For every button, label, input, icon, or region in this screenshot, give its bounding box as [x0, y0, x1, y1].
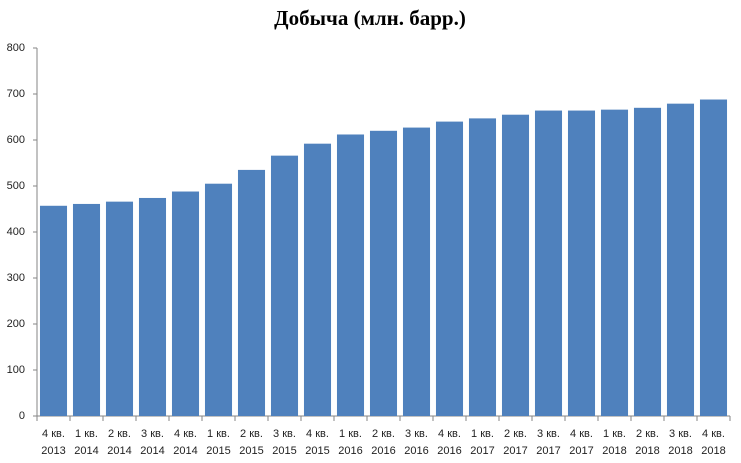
x-tick-label-line: 2013 [41, 445, 65, 457]
x-tick-label-line: 2018 [635, 445, 659, 457]
bar [303, 143, 332, 416]
x-tick-label-line: 2014 [140, 445, 164, 457]
x-tick-label-line: 2 кв. [108, 428, 131, 440]
x-tick-label-line: 2015 [272, 445, 296, 457]
x-tick-label-line: 2018 [602, 445, 626, 457]
x-tick-label: 3 кв. 2018 [668, 428, 692, 457]
x-tick-label-line: 2016 [404, 445, 428, 457]
x-tick-label-line: 2 кв. [636, 428, 659, 440]
bar [534, 110, 563, 416]
x-tick-label-line: 3 кв. [537, 428, 560, 440]
x-tick-label-line: 2017 [536, 445, 560, 457]
bar [336, 134, 365, 417]
x-tick-label-line: 2018 [668, 445, 692, 457]
y-tick-label: 100 [7, 364, 25, 376]
x-tick-label-line: 2014 [173, 445, 197, 457]
x-tick-label: 4 кв. 2014 [173, 428, 197, 457]
x-tick-label: 1 кв. 2016 [338, 428, 362, 457]
x-tick-label: 2 кв. 2014 [107, 428, 131, 457]
y-tick-label: 700 [7, 88, 25, 100]
bar [105, 201, 134, 416]
x-tick-label-line: 1 кв. [603, 428, 626, 440]
bar [633, 107, 662, 417]
x-tick-label-line: 1 кв. [207, 428, 230, 440]
x-tick-label-line: 4 кв. [306, 428, 329, 440]
x-tick-label: 2 кв. 2016 [371, 428, 395, 457]
bar [204, 183, 233, 416]
bar [369, 130, 398, 417]
x-tick-label: 1 кв. 2018 [602, 428, 626, 457]
x-tick-label-line: 2018 [701, 445, 725, 457]
x-tick-label-line: 4 кв. [42, 428, 65, 440]
x-tick-label: 3 кв. 2014 [140, 428, 164, 457]
x-tick-label: 1 кв. 2017 [470, 428, 494, 457]
x-tick-label-line: 2015 [305, 445, 329, 457]
bar [402, 127, 431, 416]
x-tick-label-line: 2014 [107, 445, 131, 457]
x-tick-label-line: 2016 [371, 445, 395, 457]
x-tick-label-line: 2016 [437, 445, 461, 457]
x-tick-label-line: 4 кв. [438, 428, 461, 440]
y-tick-label: 300 [7, 272, 25, 284]
x-tick-label-line: 2017 [470, 445, 494, 457]
x-tick-label: 3 кв. 2017 [536, 428, 560, 457]
x-tick-label-line: 2015 [206, 445, 230, 457]
x-tick-label: 4 кв. 2018 [701, 428, 725, 457]
x-tick-label-line: 3 кв. [405, 428, 428, 440]
y-tick-label: 800 [7, 42, 25, 54]
y-tick-label: 200 [7, 318, 25, 330]
x-tick-label-line: 1 кв. [339, 428, 362, 440]
x-tick-label-line: 3 кв. [273, 428, 296, 440]
x-tick-label: 3 кв. 2015 [272, 428, 296, 457]
x-tick-label-line: 2017 [569, 445, 593, 457]
x-tick-label: 2 кв. 2018 [635, 428, 659, 457]
x-tick-label: 4 кв. 2016 [437, 428, 461, 457]
x-tick-label: 2 кв. 2017 [503, 428, 527, 457]
bar [72, 203, 101, 416]
x-tick-label-line: 4 кв. [702, 428, 725, 440]
x-tick-label-line: 4 кв. [570, 428, 593, 440]
y-tick-label: 600 [7, 134, 25, 146]
x-tick-label: 4 кв. 2015 [305, 428, 329, 457]
bar [666, 103, 695, 416]
bar [138, 197, 167, 416]
x-tick-label-line: 2015 [239, 445, 263, 457]
y-tick-label: 400 [7, 226, 25, 238]
x-tick-label-line: 1 кв. [75, 428, 98, 440]
bar [171, 191, 200, 416]
x-tick-label-line: 2014 [74, 445, 98, 457]
x-tick-label-line: 4 кв. [174, 428, 197, 440]
bar [270, 155, 299, 416]
x-tick-label: 2 кв. 2015 [239, 428, 263, 457]
y-tick-label: 500 [7, 180, 25, 192]
bar [435, 121, 464, 416]
chart-title: Добыча (млн. барр.) [274, 6, 466, 30]
x-tick-label-line: 1 кв. [471, 428, 494, 440]
bar [501, 114, 530, 416]
bar [699, 99, 728, 417]
x-tick-label-line: 2 кв. [372, 428, 395, 440]
x-tick-label-line: 3 кв. [141, 428, 164, 440]
y-tick-label: 0 [19, 410, 25, 422]
x-tick-label: 1 кв. 2014 [74, 428, 98, 457]
bar [237, 169, 266, 416]
x-tick-label-line: 2016 [338, 445, 362, 457]
x-tick-label-line: 3 кв. [669, 428, 692, 440]
bar [39, 205, 68, 416]
x-tick-label: 4 кв. 2017 [569, 428, 593, 457]
x-tick-label-line: 2017 [503, 445, 527, 457]
x-tick-label: 1 кв. 2015 [206, 428, 230, 457]
x-tick-label-line: 2 кв. [504, 428, 527, 440]
x-tick-label: 3 кв. 2016 [404, 428, 428, 457]
x-tick-label: 4 кв. 2013 [41, 428, 65, 457]
bar [468, 118, 497, 416]
bar [567, 110, 596, 416]
bar [600, 109, 629, 416]
x-tick-label-line: 2 кв. [240, 428, 263, 440]
